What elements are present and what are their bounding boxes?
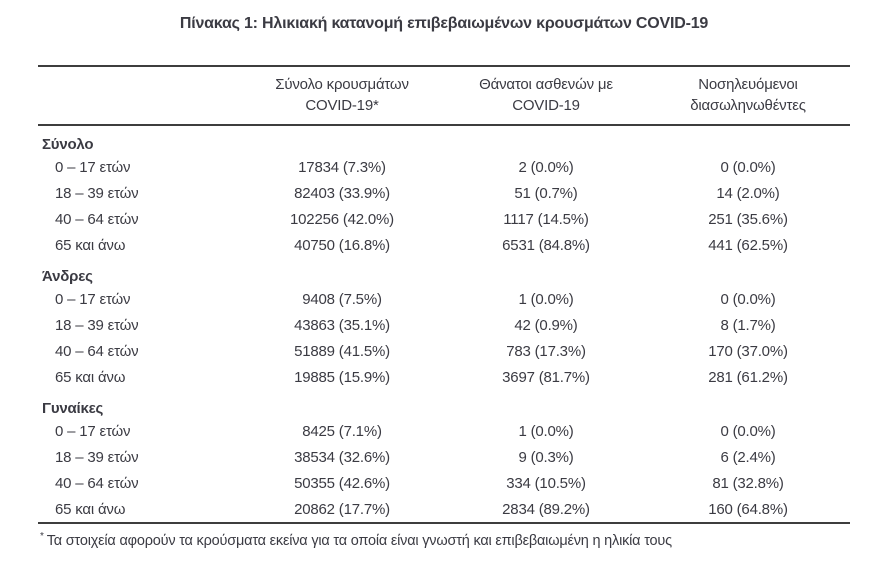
- age-label: 65 και άνω: [55, 368, 126, 386]
- header-col-intubated-line1: Νοσηλευόμενοι: [698, 76, 798, 93]
- age-label: 65 και άνω: [55, 500, 126, 518]
- age-label: 18 – 39 ετών: [55, 184, 139, 202]
- deaths-value: 3697 (81.7%): [502, 368, 590, 386]
- covid-age-distribution-table: Σύνολο κρουσμάτων COVID-19* Θάνατοι ασθε…: [38, 65, 850, 524]
- age-label: 40 – 64 ετών: [55, 210, 139, 228]
- section-total: Σύνολο 0 – 17 ετών 17834 (7.3%) 2 (0.0%)…: [38, 125, 850, 258]
- age-label: 0 – 17 ετών: [55, 158, 131, 176]
- table-row: 18 – 39 ετών 43863 (35.1%) 42 (0.9%) 8 (…: [38, 312, 850, 338]
- header-row: Σύνολο κρουσμάτων COVID-19* Θάνατοι ασθε…: [38, 66, 850, 125]
- intubated-value: 281 (61.2%): [708, 368, 788, 386]
- table-row: 40 – 64 ετών 102256 (42.0%) 1117 (14.5%)…: [38, 206, 850, 232]
- intubated-value: 0 (0.0%): [720, 158, 776, 176]
- header-col-cases-line2: COVID-19*: [305, 97, 379, 114]
- age-label: 65 και άνω: [55, 236, 126, 254]
- deaths-value: 6531 (84.8%): [502, 236, 590, 254]
- document-page: Πίνακας 1: Ηλικιακή κατανομή επιβεβαιωμέ…: [0, 14, 880, 581]
- header-col-deaths-line2: COVID-19: [512, 97, 580, 114]
- cases-value: 40750 (16.8%): [294, 236, 390, 254]
- cases-value: 51889 (41.5%): [294, 342, 390, 360]
- deaths-value: 2 (0.0%): [518, 158, 574, 176]
- intubated-value: 160 (64.8%): [708, 500, 788, 518]
- age-label: 0 – 17 ετών: [55, 422, 131, 440]
- section-women: Γυναίκες 0 – 17 ετών 8425 (7.1%) 1 (0.0%…: [38, 390, 850, 523]
- deaths-value: 334 (10.5%): [506, 474, 586, 492]
- cases-value: 20862 (17.7%): [294, 500, 390, 518]
- deaths-value: 42 (0.9%): [514, 316, 578, 334]
- cases-value: 19885 (15.9%): [294, 368, 390, 386]
- intubated-value: 14 (2.0%): [716, 184, 780, 202]
- table-title: Πίνακας 1: Ηλικιακή κατανομή επιβεβαιωμέ…: [179, 15, 709, 32]
- intubated-value: 8 (1.7%): [720, 316, 776, 334]
- intubated-value: 170 (37.0%): [708, 342, 788, 360]
- table-row: 0 – 17 ετών 8425 (7.1%) 1 (0.0%) 0 (0.0%…: [38, 418, 850, 444]
- section-men: Άνδρες 0 – 17 ετών 9408 (7.5%) 1 (0.0%) …: [38, 258, 850, 390]
- age-label: 0 – 17 ετών: [55, 290, 131, 308]
- footnote-marker: *: [40, 531, 44, 542]
- table-row: 65 και άνω 40750 (16.8%) 6531 (84.8%) 44…: [38, 232, 850, 258]
- cases-value: 102256 (42.0%): [290, 210, 394, 228]
- intubated-value: 0 (0.0%): [720, 290, 776, 308]
- intubated-value: 81 (32.8%): [712, 474, 784, 492]
- section-label: Γυναίκες: [42, 400, 104, 417]
- intubated-value: 441 (62.5%): [708, 236, 788, 254]
- cases-value: 17834 (7.3%): [298, 158, 386, 176]
- age-label: 40 – 64 ετών: [55, 342, 139, 360]
- table-row: 65 και άνω 20862 (17.7%) 2834 (89.2%) 16…: [38, 496, 850, 523]
- cases-value: 38534 (32.6%): [294, 448, 390, 466]
- section-header-women: Γυναίκες: [38, 390, 850, 418]
- table-header: Σύνολο κρουσμάτων COVID-19* Θάνατοι ασθε…: [38, 66, 850, 125]
- header-col-cases-line1: Σύνολο κρουσμάτων: [275, 76, 409, 93]
- deaths-value: 1 (0.0%): [518, 422, 574, 440]
- deaths-value: 1117 (14.5%): [503, 210, 589, 228]
- cases-value: 82403 (33.9%): [294, 184, 390, 202]
- table-row: 0 – 17 ετών 17834 (7.3%) 2 (0.0%) 0 (0.0…: [38, 154, 850, 180]
- section-header-men: Άνδρες: [38, 258, 850, 286]
- header-empty-cell: [38, 66, 238, 125]
- header-col-deaths-line1: Θάνατοι ασθενών με: [479, 76, 613, 93]
- intubated-value: 251 (35.6%): [708, 210, 788, 228]
- cases-value: 9408 (7.5%): [302, 290, 382, 308]
- section-label: Άνδρες: [42, 268, 93, 285]
- deaths-value: 1 (0.0%): [518, 290, 574, 308]
- deaths-value: 2834 (89.2%): [502, 500, 590, 518]
- cases-value: 50355 (42.6%): [294, 474, 390, 492]
- table-row: 40 – 64 ετών 51889 (41.5%) 783 (17.3%) 1…: [38, 338, 850, 364]
- table-footnote: * Τα στοιχεία αφορούν τα κρούσματα εκείνα…: [40, 528, 880, 550]
- header-col-cases: Σύνολο κρουσμάτων COVID-19*: [238, 66, 446, 125]
- header-col-intubated: Νοσηλευόμενοι διασωληνωθέντες: [646, 66, 850, 125]
- table-row: 40 – 64 ετών 50355 (42.6%) 334 (10.5%) 8…: [38, 470, 850, 496]
- section-header-total: Σύνολο: [38, 125, 850, 154]
- deaths-value: 9 (0.3%): [518, 448, 574, 466]
- cases-value: 43863 (35.1%): [294, 316, 390, 334]
- footnote-text: Τα στοιχεία αφορούν τα κρούσματα εκείνα …: [46, 532, 672, 549]
- age-label: 18 – 39 ετών: [55, 448, 139, 466]
- age-label: 40 – 64 ετών: [55, 474, 139, 492]
- intubated-value: 0 (0.0%): [720, 422, 776, 440]
- table-row: 18 – 39 ετών 82403 (33.9%) 51 (0.7%) 14 …: [38, 180, 850, 206]
- intubated-value: 6 (2.4%): [720, 448, 776, 466]
- cases-value: 8425 (7.1%): [302, 422, 382, 440]
- age-label: 18 – 39 ετών: [55, 316, 139, 334]
- header-col-intubated-line2: διασωληνωθέντες: [690, 97, 806, 114]
- header-col-deaths: Θάνατοι ασθενών με COVID-19: [446, 66, 646, 125]
- deaths-value: 783 (17.3%): [506, 342, 586, 360]
- deaths-value: 51 (0.7%): [514, 184, 578, 202]
- table-row: 65 και άνω 19885 (15.9%) 3697 (81.7%) 28…: [38, 364, 850, 390]
- table-row: 18 – 39 ετών 38534 (32.6%) 9 (0.3%) 6 (2…: [38, 444, 850, 470]
- table-row: 0 – 17 ετών 9408 (7.5%) 1 (0.0%) 0 (0.0%…: [38, 286, 850, 312]
- section-label: Σύνολο: [42, 136, 94, 153]
